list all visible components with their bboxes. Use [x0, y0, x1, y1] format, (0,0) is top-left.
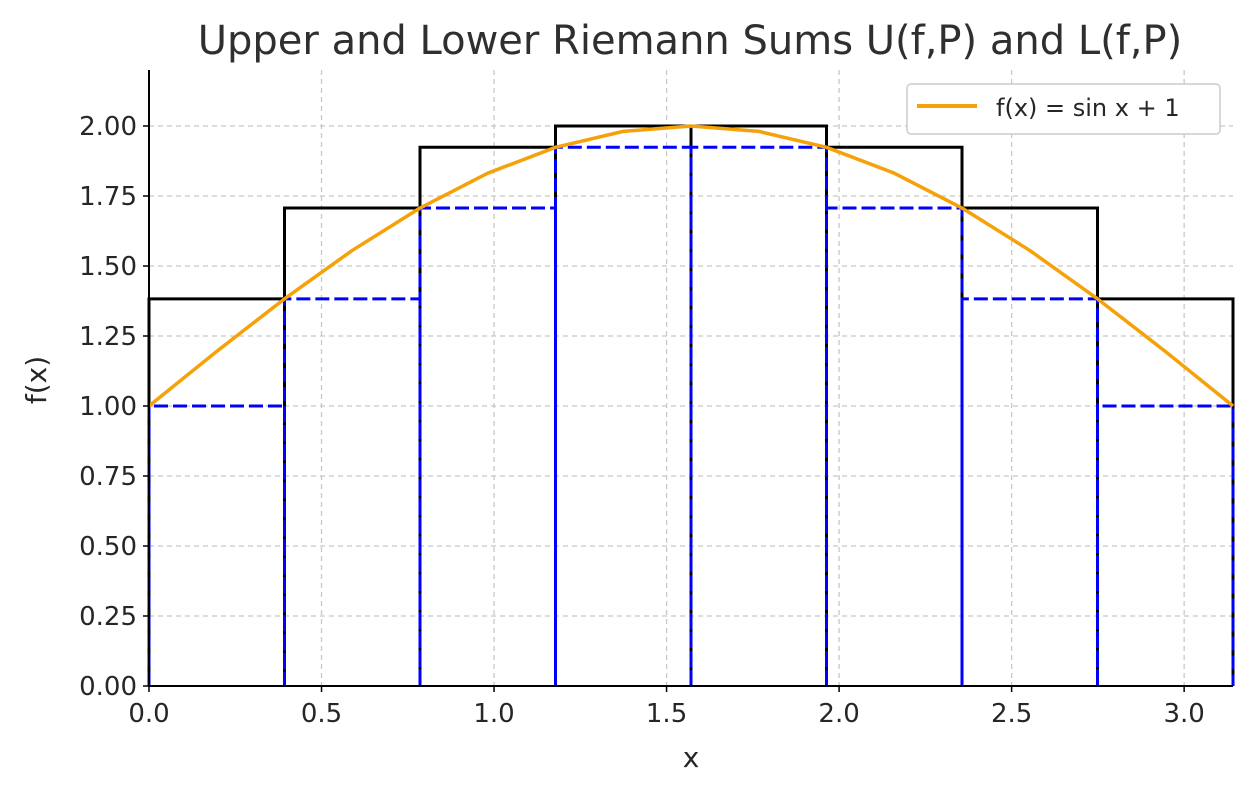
y-tick-label: 0.50: [79, 532, 137, 562]
axes-layer: [148, 70, 1233, 687]
legend-box: [906, 83, 1221, 135]
chart-title: Upper and Lower Riemann Sums U(f,P) and …: [198, 18, 1183, 64]
y-tick-label: 2.00: [79, 112, 137, 142]
legend: f(x) = sin x + 1: [906, 83, 1221, 135]
x-tick-label: 2.5: [991, 699, 1032, 729]
ticks-layer: 0.0 0.5 1.0 1.5 2.0 2.5 3.0 0.00 0.25 0.50 0.75 1.0…: [79, 112, 1205, 729]
lower-sum-rect: [418, 206, 558, 686]
lower-sum-rect: [283, 297, 422, 686]
y-tick-label: 0.75: [79, 462, 137, 492]
y-axis-label: f(x): [20, 356, 53, 404]
upper-sum-rect: [1096, 297, 1235, 686]
lower-sum-rect: [960, 297, 1099, 686]
lower-sum-rect: [554, 145, 693, 686]
x-axis-label: x: [683, 741, 700, 774]
y-tick-label: 0.00: [79, 672, 137, 702]
y-tick-label: 1.50: [79, 252, 137, 282]
function-curve: [147, 124, 1235, 408]
upper-sum-rect: [147, 297, 286, 686]
upper-sum-rect: [960, 206, 1099, 686]
upper-sum-rect: [825, 145, 964, 686]
x-tick-label: 2.0: [818, 699, 859, 729]
y-tick-label: 1.00: [79, 392, 137, 422]
x-tick-label: 1.0: [473, 699, 514, 729]
lower-sum-rect: [1096, 404, 1235, 686]
lower-sum-rect: [825, 206, 964, 686]
y-tick-label: 1.25: [79, 322, 137, 352]
y-tick-label: 0.25: [79, 602, 137, 632]
y-tick-label: 1.75: [79, 182, 137, 212]
riemann-rectangles: [147, 124, 1235, 686]
x-tick-label: 0.0: [128, 699, 169, 729]
legend-label-function: f(x) = sin x + 1: [996, 94, 1180, 122]
x-tick-label: 1.5: [646, 699, 687, 729]
upper-sum-rect: [283, 206, 422, 686]
x-tick-label: 3.0: [1163, 699, 1204, 729]
x-tick-label: 0.5: [301, 699, 342, 729]
lower-sum-rect: [689, 145, 829, 686]
upper-sum-rect: [418, 145, 558, 686]
function-curve-layer: [147, 124, 1235, 408]
